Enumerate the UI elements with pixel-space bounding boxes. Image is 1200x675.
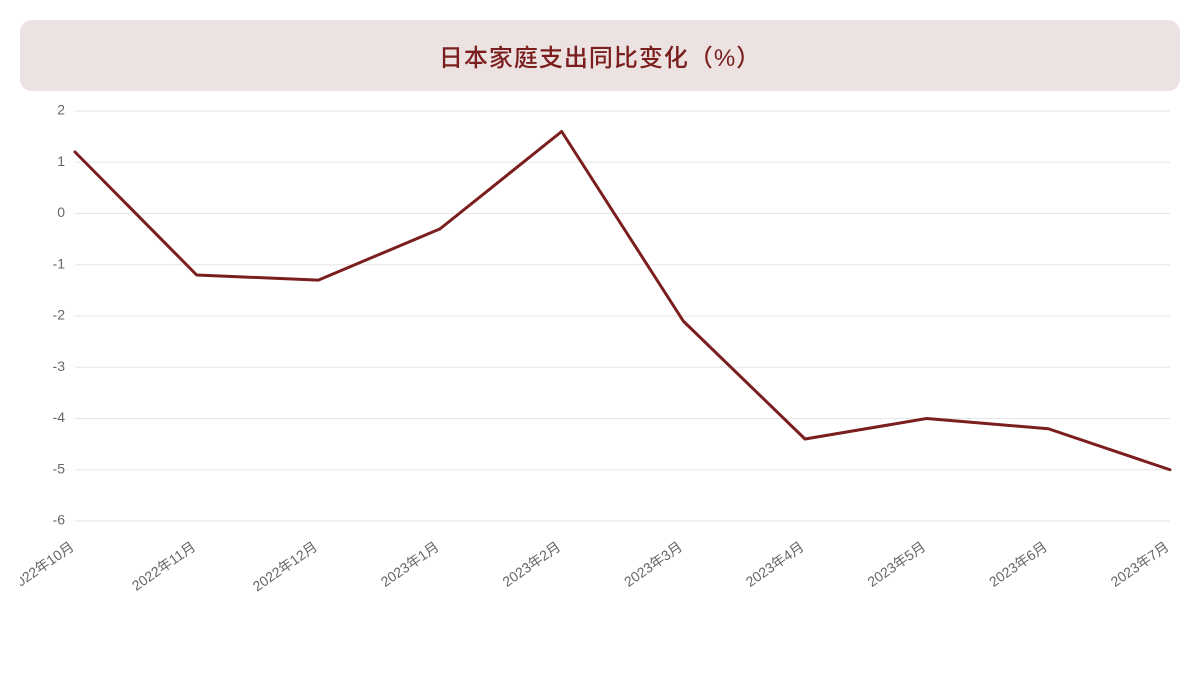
x-tick-label: 2023年3月	[621, 538, 685, 590]
y-tick-label: -1	[53, 255, 66, 271]
chart-title-band: 日本家庭支出同比变化（%）	[20, 20, 1180, 91]
x-tick-label: 2022年11月	[129, 538, 199, 593]
x-tick-label: 2023年1月	[378, 538, 442, 590]
chart-area: -6 -5 -4 -3 -2 -1 0 1 2 2022年10月 2022年11月 2022年12月 2…	[20, 101, 1180, 641]
x-tick-label: 2023年6月	[986, 538, 1050, 590]
series-line	[75, 132, 1170, 470]
x-tick-label: 2023年4月	[743, 538, 807, 590]
x-tick-label: 2023年2月	[499, 538, 563, 590]
chart-title: 日本家庭支出同比变化（%）	[20, 38, 1180, 73]
x-tick-label: 2023年5月	[864, 538, 928, 590]
y-tick-label: 2	[57, 102, 65, 118]
y-tick-label: -4	[53, 409, 66, 425]
line-chart-svg: -6 -5 -4 -3 -2 -1 0 1 2 2022年10月 2022年11月 2022年12月 2…	[20, 101, 1180, 641]
x-tick-label: 2023年7月	[1108, 538, 1172, 590]
y-tick-label: -5	[53, 460, 66, 476]
y-tick-label: 0	[57, 204, 65, 220]
x-tick-label: 2022年12月	[250, 538, 320, 594]
y-tick-label: 1	[57, 153, 65, 169]
y-tick-label: -3	[53, 358, 66, 374]
y-tick-label: -2	[53, 307, 66, 323]
page: 日本家庭支出同比变化（%） -6 -5 -4 -3 -2 -1 0 1 2 2022年10月 202…	[0, 0, 1200, 675]
y-tick-label: -6	[53, 512, 66, 528]
x-tick-label: 2022年10月	[20, 538, 77, 594]
